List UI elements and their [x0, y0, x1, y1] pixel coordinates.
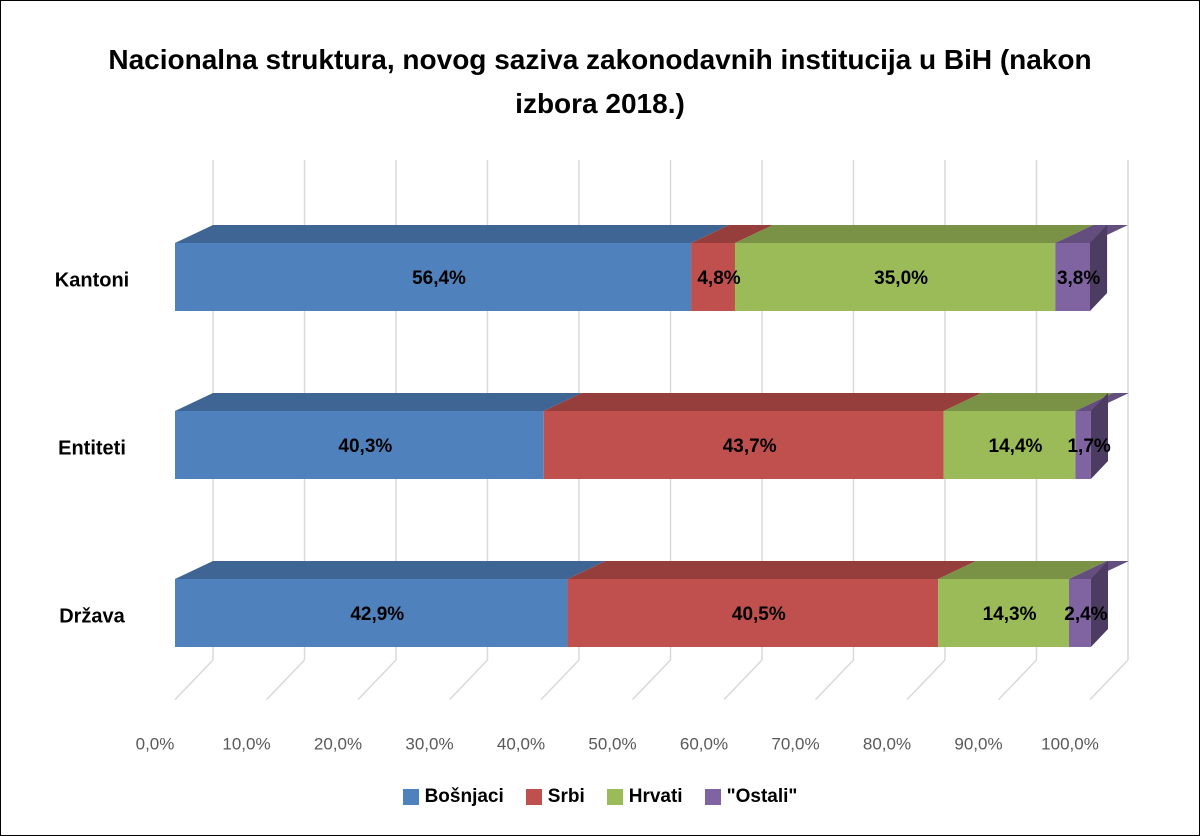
- data-label: 35,0%: [874, 268, 928, 289]
- floor-line: [540, 659, 580, 701]
- chart-title: Nacionalna struktura, novog saziva zakon…: [108, 44, 1092, 119]
- category-label: Entiteti: [58, 437, 126, 459]
- legend-label: Srbi: [547, 786, 585, 807]
- legend: Bošnjaci Srbi Hrvati "Ostali": [0, 786, 1200, 808]
- bar: [734, 243, 1056, 311]
- floor-line: [997, 659, 1038, 701]
- legend-item: Hrvati: [606, 786, 683, 808]
- category-label: Država: [59, 605, 125, 627]
- data-label: 14,3%: [983, 604, 1037, 625]
- floor-line: [906, 659, 946, 701]
- bar-top: [1055, 225, 1128, 243]
- floor-line: [814, 659, 855, 701]
- x-tick-label: 60,0%: [680, 734, 728, 753]
- x-tick-label: 50,0%: [588, 734, 636, 753]
- bar-top: [175, 561, 606, 579]
- x-tick-label: 40,0%: [497, 734, 545, 753]
- legend-item: Bošnjaci: [402, 786, 504, 808]
- bar-top: [943, 393, 1114, 411]
- bar-top: [1068, 561, 1129, 579]
- bar: [938, 579, 1069, 647]
- x-tick-label: 30,0%: [405, 734, 453, 753]
- data-label: 56,4%: [412, 268, 466, 289]
- floor-line: [631, 659, 672, 701]
- bar-side: [1090, 393, 1109, 479]
- bar: [543, 411, 944, 479]
- legend-swatch: [704, 789, 721, 805]
- x-tick-label: 10,0%: [222, 734, 270, 753]
- floor-line: [723, 659, 763, 701]
- legend-label: Bošnjaci: [424, 786, 504, 807]
- floor-line: [448, 659, 489, 701]
- bar-side: [1090, 561, 1109, 647]
- bar: [943, 411, 1076, 479]
- bar: [567, 579, 939, 647]
- data-label: 3,8%: [1057, 268, 1100, 289]
- legend-item: Srbi: [525, 786, 585, 808]
- data-label: 43,7%: [723, 436, 777, 457]
- data-label: 14,4%: [989, 436, 1043, 457]
- bar: [1068, 579, 1091, 647]
- bar-top: [175, 225, 730, 243]
- legend-label: Hrvati: [628, 786, 683, 807]
- data-label: 4,8%: [697, 268, 740, 289]
- bar: [175, 243, 692, 311]
- bar: [1055, 243, 1090, 311]
- x-tick-label: 0,0%: [136, 734, 175, 753]
- bar: [175, 411, 544, 479]
- bar-top: [175, 393, 582, 411]
- floor-line: [174, 659, 214, 701]
- x-tick-label: 100,0%: [1041, 734, 1099, 753]
- data-label: 40,3%: [338, 436, 392, 457]
- bar-top: [543, 393, 982, 411]
- category-label: Kantoni: [55, 269, 129, 291]
- bar: [175, 579, 568, 647]
- data-label: 2,4%: [1064, 604, 1107, 625]
- legend-swatch: [525, 789, 542, 805]
- legend-swatch: [606, 789, 623, 805]
- bar-top: [691, 225, 773, 243]
- x-tick-label: 80,0%: [863, 734, 911, 753]
- x-tick-label: 70,0%: [771, 734, 819, 753]
- data-label: 42,9%: [350, 604, 404, 625]
- bar-top: [567, 561, 977, 579]
- bar: [691, 243, 735, 311]
- legend-item: "Ostali": [704, 786, 798, 808]
- floor-line: [357, 659, 397, 701]
- data-label: 1,7%: [1067, 436, 1110, 457]
- legend-label: "Ostali": [726, 786, 798, 807]
- data-label: 40,5%: [732, 604, 786, 625]
- bar: [1075, 411, 1091, 479]
- bar-side: [1090, 225, 1108, 311]
- floor-line: [1089, 659, 1129, 701]
- bar-top: [734, 225, 1094, 243]
- bar-top: [938, 561, 1107, 579]
- x-tick-label: 90,0%: [954, 734, 1002, 753]
- floor-line: [265, 659, 306, 701]
- x-tick-label: 20,0%: [314, 734, 362, 753]
- legend-swatch: [402, 789, 419, 805]
